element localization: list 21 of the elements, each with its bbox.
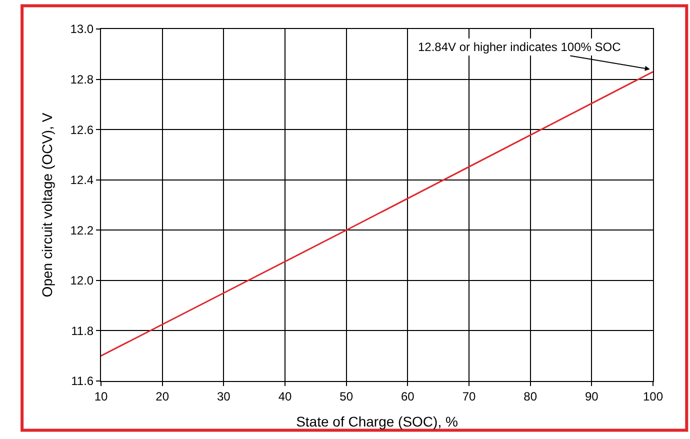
y-tick-label: 11.8 (71, 324, 94, 338)
x-tick-label: 20 (156, 389, 170, 404)
annotation: 12.84V or higher indicates 100% SOC (418, 40, 622, 54)
x-tick-label: 100 (642, 389, 664, 404)
x-tick-label: 90 (584, 389, 599, 404)
y-tick-label: 11.6 (71, 374, 94, 388)
y-tick-label: 13.0 (70, 22, 94, 36)
y-tick-label: 12.6 (70, 122, 94, 137)
y-tick-label: 12.8 (70, 72, 94, 86)
x-tick-label: 50 (340, 389, 354, 404)
x-tick-label: 40 (278, 389, 292, 404)
x-tick-label: 10 (94, 389, 108, 404)
x-tick-label: 80 (524, 389, 538, 404)
x-tick-label: 30 (216, 389, 231, 404)
x-axis-title: State of Charge (SOC), % (296, 414, 458, 430)
x-tick-label: 60 (400, 389, 415, 404)
y-tick-label: 12.2 (70, 223, 94, 238)
y-axis-title: Open circuit voltage (OCV), V (38, 112, 55, 298)
y-tick-label: 12.0 (70, 274, 94, 288)
x-tick-label: 70 (462, 389, 476, 404)
y-tick-label: 12.4 (70, 173, 94, 188)
